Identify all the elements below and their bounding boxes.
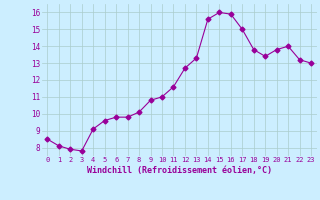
X-axis label: Windchill (Refroidissement éolien,°C): Windchill (Refroidissement éolien,°C) <box>87 166 272 175</box>
